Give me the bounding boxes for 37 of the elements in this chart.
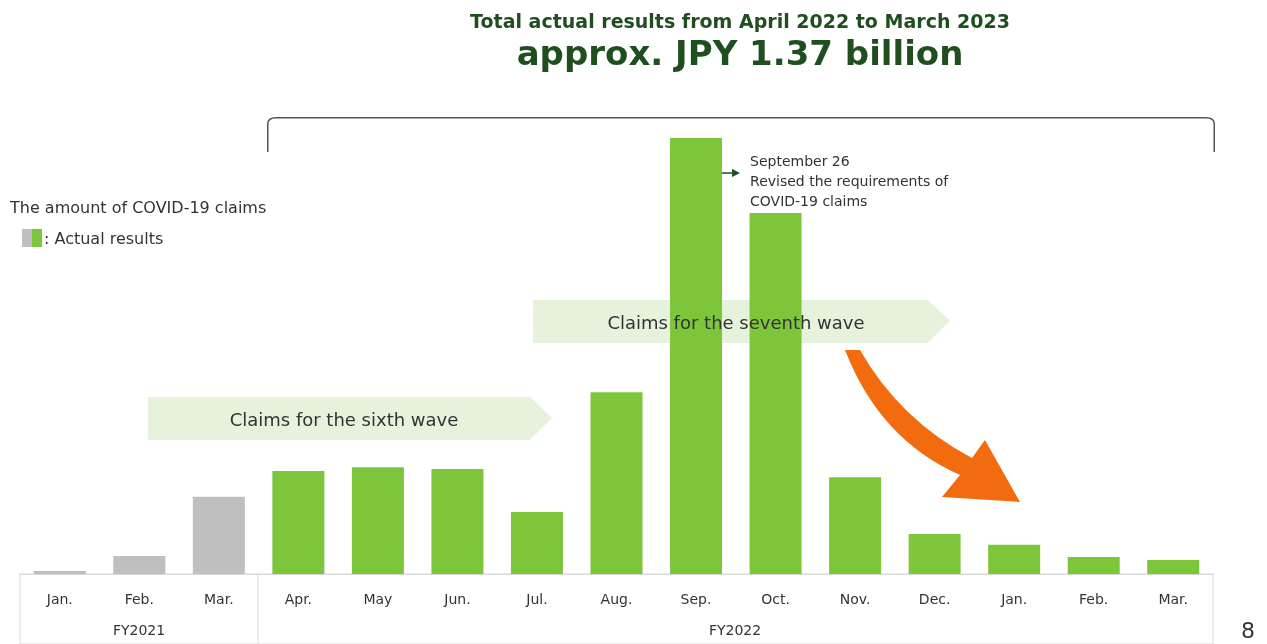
x-tick-label: Mar.	[1158, 591, 1189, 607]
text: FY2022	[708, 622, 762, 638]
text: 8	[1241, 617, 1255, 643]
bar	[590, 392, 643, 574]
x-tick-label: Jul.	[525, 591, 548, 607]
x-tick-label: Feb.	[124, 591, 154, 607]
annotation: September 26 Revised the requirements of COVID-19 claims	[750, 152, 950, 209]
bar	[908, 533, 961, 574]
text: FY2021	[112, 622, 166, 638]
x-tick-label: Nov.	[839, 591, 871, 607]
bar	[192, 496, 245, 574]
x-tick-label: Mar.	[204, 591, 234, 607]
x-tick-label: Jan.	[45, 591, 73, 607]
x-tick-label: Oct.	[761, 591, 790, 607]
x-tick-label: Aug.	[600, 591, 633, 607]
chart-subtitle: approx. JPY 1.37 billion	[516, 33, 964, 73]
bar	[33, 570, 86, 574]
bar	[351, 467, 404, 574]
bar	[113, 556, 166, 574]
x-tick-label: May	[363, 591, 393, 607]
bar	[1067, 557, 1120, 574]
x-tick-label: Sep.	[680, 591, 712, 607]
x-tick-label: Jun.	[443, 591, 471, 607]
annotation: : Actual results	[44, 228, 164, 248]
chart-title: Total actual results from April 2022 to March 2023	[470, 9, 1010, 32]
x-tick-label: Feb.	[1079, 591, 1109, 607]
bar	[510, 512, 563, 574]
bar	[1147, 560, 1200, 574]
x-tick-label: Jan.	[1000, 591, 1028, 607]
bar	[272, 471, 325, 574]
annotation: Claims for the sixth wave	[229, 408, 459, 430]
bar	[829, 477, 882, 574]
x-tick-label: Apr.	[284, 591, 313, 607]
x-tick-label: Dec.	[918, 591, 951, 607]
annotation: The amount of COVID-19 claims	[9, 197, 267, 217]
bar	[431, 468, 484, 574]
bar	[988, 544, 1041, 574]
